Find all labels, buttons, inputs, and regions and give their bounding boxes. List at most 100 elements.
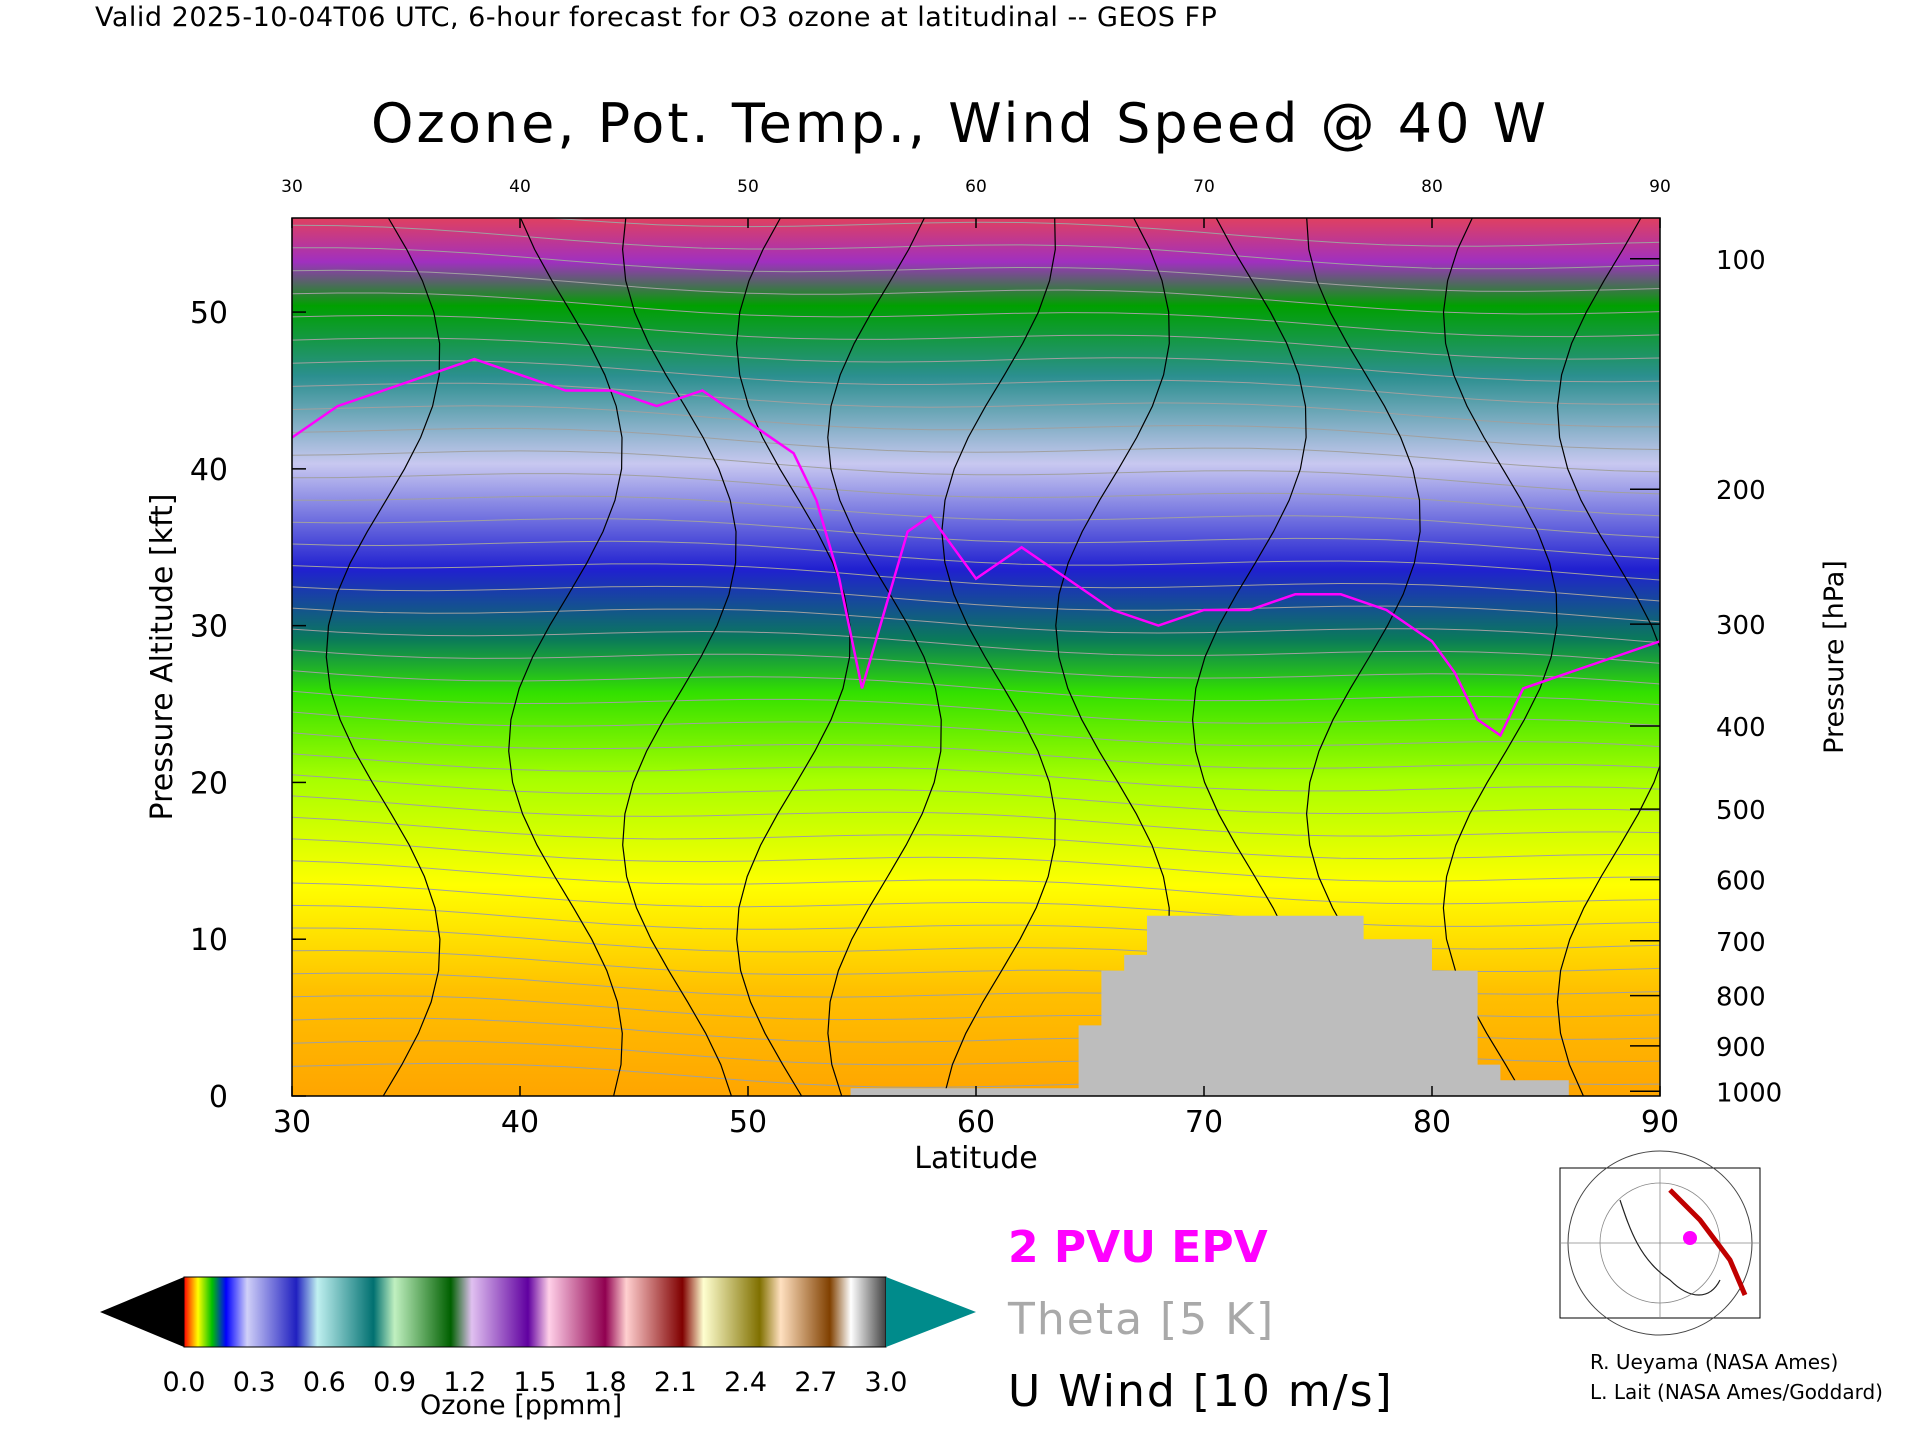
- pressure-tick-label: 800: [1716, 983, 1766, 1013]
- theta-contour: [292, 816, 1660, 860]
- colorbar-tick-label: 0.9: [373, 1367, 416, 1398]
- theta-contour: [292, 585, 1660, 623]
- y-tick-label: 40: [190, 453, 228, 488]
- theta-contour: [292, 795, 1660, 837]
- theta-contour: [292, 732, 1660, 769]
- x-top-tick-label: 80: [1421, 177, 1443, 197]
- valid-time-header: Valid 2025-10-04T06 UTC, 6-hour forecast…: [95, 2, 1218, 33]
- colorbar-over-arrow: [886, 1277, 976, 1347]
- x-top-tick-label: 90: [1649, 177, 1671, 197]
- theta-contour: [292, 247, 1660, 292]
- colorbar-tick-label: 1.8: [584, 1367, 627, 1398]
- theta-contour: [292, 518, 1660, 560]
- pressure-tick-label: 700: [1716, 928, 1766, 958]
- polar-map-icon: [1559, 1150, 1761, 1336]
- x-tick-label: 50: [729, 1105, 767, 1140]
- y-tick-label: 30: [190, 610, 228, 645]
- pressure-tick-label: 600: [1716, 867, 1766, 897]
- y-tick-label: 0: [209, 1080, 228, 1115]
- surface-terrain: [850, 915, 1569, 1096]
- theta-contour: [292, 337, 1660, 383]
- wind-contour: [325, 218, 441, 1096]
- wind-contour: [827, 218, 942, 1096]
- x-top-tick-label: 30: [281, 177, 303, 197]
- colorbar-tick-label: 1.5: [514, 1367, 557, 1398]
- colorbar-tick-label: 1.2: [443, 1367, 486, 1398]
- theta-contour: [292, 607, 1660, 644]
- theta-contour: [292, 563, 1660, 602]
- x-tick-label: 80: [1413, 1105, 1451, 1140]
- theta-contour: [292, 860, 1660, 905]
- theta-contour: [292, 882, 1660, 927]
- credit-line-1: R. Ueyama (NASA Ames): [1590, 1350, 1839, 1374]
- theta-contour: [292, 628, 1660, 664]
- y-axis-left: 0 10 20 30 40 50: [190, 296, 306, 1115]
- colorbar-tick-label: 3.0: [865, 1367, 908, 1398]
- y-axis-right: 100 200 300 400 500 600 700 800 900 1000: [1630, 246, 1782, 1108]
- theta-contour: [292, 540, 1660, 581]
- x-top-tick-label: 70: [1193, 177, 1215, 197]
- x-axis-top: 30 40 50 60 70 80 90: [281, 177, 1671, 228]
- chart-title: Ozone, Pot. Temp., Wind Speed @ 40 W: [370, 92, 1549, 155]
- x-tick-label: 70: [1185, 1105, 1223, 1140]
- pressure-tick-label: 1000: [1716, 1078, 1782, 1108]
- theta-contour: [292, 495, 1660, 538]
- theta-contour: [292, 269, 1660, 315]
- theta-contour: [292, 473, 1660, 517]
- wind-contour: [941, 218, 1056, 1096]
- theta-contour: [292, 224, 1660, 270]
- wind-contour: [735, 218, 851, 1096]
- theta-contour: [292, 360, 1660, 405]
- y-tick-label: 20: [190, 766, 228, 801]
- colorbar-tick-label: 0.0: [163, 1367, 206, 1398]
- theta-contour: [292, 670, 1660, 706]
- colorbar-gradient: [183, 1276, 887, 1348]
- colorbar-label: Ozone [ppmm]: [420, 1390, 623, 1421]
- y-axis-label-left: Pressure Altitude [kft]: [145, 494, 180, 821]
- y-axis-label-right: Pressure [hPa]: [1819, 560, 1850, 754]
- theta-contour: [292, 314, 1660, 360]
- y-tick-label: 50: [190, 296, 228, 331]
- colorbar-tick-label: 2.4: [724, 1367, 767, 1398]
- pressure-tick-label: 400: [1716, 713, 1766, 743]
- theta-contour: [292, 649, 1660, 685]
- theta-contour: [292, 753, 1660, 792]
- y-tick-label: 10: [190, 923, 228, 958]
- theta-contour: [292, 450, 1660, 495]
- pressure-tick-label: 500: [1716, 796, 1766, 826]
- legend-epv: 2 PVU EPV: [1008, 1222, 1268, 1273]
- legend-theta: Theta [5 K]: [1008, 1294, 1276, 1345]
- legend-uwind: U Wind [10 m/s]: [1008, 1366, 1394, 1417]
- colorbar: 0.0 0.3 0.6 0.9 1.2 1.5 1.8 2.1 2.4 2.7 3.0: [100, 1276, 976, 1398]
- theta-contour: [292, 405, 1660, 450]
- wind-contour: [508, 218, 623, 1096]
- pressure-tick-label: 100: [1716, 246, 1766, 276]
- pressure-tick-label: 200: [1716, 476, 1766, 506]
- colorbar-under-arrow: [100, 1277, 184, 1347]
- x-tick-label: 60: [957, 1105, 995, 1140]
- theta-contour: [292, 690, 1660, 727]
- wind-contour: [621, 218, 737, 1096]
- wind-contour: [1556, 218, 1660, 1096]
- ozone-field: [292, 218, 1660, 1096]
- x-axis-label: Latitude: [914, 1141, 1037, 1176]
- x-axis-bottom: 30 40 50 60 70 80 90: [273, 1086, 1679, 1140]
- theta-contour: [292, 382, 1660, 428]
- x-tick-label: 90: [1641, 1105, 1679, 1140]
- pressure-tick-label: 300: [1716, 611, 1766, 641]
- x-tick-label: 30: [273, 1105, 311, 1140]
- x-top-tick-label: 40: [509, 177, 531, 197]
- credit-line-2: L. Lait (NASA Ames/Goddard): [1590, 1380, 1883, 1404]
- x-top-tick-label: 60: [965, 177, 987, 197]
- theta-contour: [292, 838, 1660, 882]
- colorbar-tick-label: 2.1: [654, 1367, 697, 1398]
- colorbar-tick-label: 2.7: [794, 1367, 837, 1398]
- epv-2pvu-line: [292, 357, 1660, 738]
- x-tick-label: 40: [501, 1105, 539, 1140]
- colorbar-tick-label: 0.6: [303, 1367, 346, 1398]
- theta-contour: [292, 711, 1660, 748]
- pressure-tick-label: 900: [1716, 1033, 1766, 1063]
- theta-contour: [292, 292, 1660, 338]
- colorbar-tick-label: 0.3: [233, 1367, 276, 1398]
